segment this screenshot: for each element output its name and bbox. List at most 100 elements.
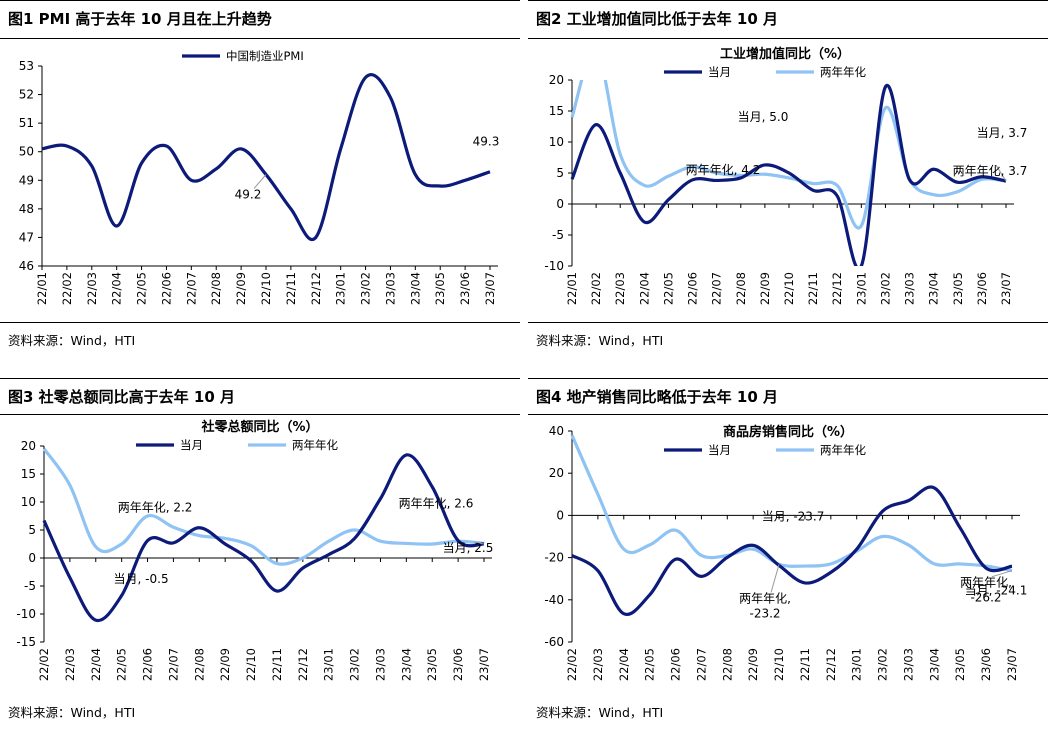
panel-top-rule bbox=[528, 378, 1048, 379]
source-note: 资料来源：Wind，HTI bbox=[8, 333, 136, 348]
x-tick-label: 23/01 bbox=[334, 272, 348, 305]
x-tick-label: 23/06 bbox=[975, 272, 989, 305]
series-line-dark bbox=[41, 73, 491, 242]
panel-title: 图3 社零总额同比高于去年 10 月 bbox=[8, 388, 235, 406]
legend-label: 当月 bbox=[708, 65, 731, 79]
x-tick-label: 23/06 bbox=[458, 272, 472, 305]
y-tick-label: 10 bbox=[21, 495, 36, 509]
x-tick-label: 22/02 bbox=[37, 648, 51, 681]
chart-title: 商品房销售同比（%） bbox=[723, 424, 853, 440]
y-tick-label: 53 bbox=[19, 59, 34, 73]
annotation-label: 49.2 bbox=[235, 188, 262, 202]
series-line-light bbox=[42, 447, 485, 566]
x-tick-label: 22/06 bbox=[159, 272, 173, 305]
x-tick-label: 22/03 bbox=[591, 648, 605, 681]
x-tick-label: 22/12 bbox=[296, 648, 310, 681]
legend-label: 当月 bbox=[180, 438, 203, 452]
panel-title-rule bbox=[0, 414, 520, 415]
y-tick-label: -20 bbox=[544, 551, 564, 565]
x-tick-label: 23/03 bbox=[903, 272, 917, 305]
y-tick-label: -10 bbox=[544, 259, 564, 273]
annotation-leader bbox=[991, 570, 1013, 578]
y-tick-label: 50 bbox=[19, 145, 34, 159]
x-tick-label: 22/09 bbox=[758, 272, 772, 305]
x-tick-label: 23/01 bbox=[850, 648, 864, 681]
x-tick-label: 22/07 bbox=[694, 648, 708, 681]
panel-pmi: 图1 PMI 高于去年 10 月且在上升趋势 46 47 48 49 50 51 52 53 2… bbox=[0, 0, 520, 358]
x-tick-label: 22/10 bbox=[259, 272, 273, 305]
y-tick-label: 20 bbox=[21, 439, 36, 453]
x-tick-label: 22/06 bbox=[141, 648, 155, 681]
y-tick-label: 48 bbox=[19, 202, 34, 216]
y-tick-label: 15 bbox=[21, 467, 36, 481]
x-tick-label: 22/01 bbox=[565, 272, 579, 305]
x-tick-label: 22/01 bbox=[35, 272, 49, 305]
annotation-label: 两年年化, 2.6 bbox=[399, 496, 474, 510]
legend-label: 中国制造业PMI bbox=[226, 49, 304, 63]
legend-label: 当月 bbox=[708, 443, 731, 457]
annotation-leader bbox=[770, 564, 780, 593]
x-tick-label: 22/08 bbox=[192, 648, 206, 681]
x-tick-label: 22/12 bbox=[824, 648, 838, 681]
annotation-leader bbox=[473, 541, 485, 545]
x-tick-label: 22/08 bbox=[734, 272, 748, 305]
legend-label: 两年年化 bbox=[292, 438, 338, 452]
x-tick-label: 23/06 bbox=[451, 648, 465, 681]
annotation-leader bbox=[253, 174, 267, 189]
annotation-label: 49.3 bbox=[473, 135, 500, 149]
y-tick-label: 20 bbox=[549, 466, 564, 480]
chart-pmi: 46 47 48 49 50 51 52 53 22/01 22/02 22/03 22/04 22/0… bbox=[19, 49, 500, 305]
x-tick-label: 23/05 bbox=[433, 272, 447, 305]
annotation-label: 两年年化, 2.2 bbox=[118, 501, 193, 515]
x-tick-label: 23/07 bbox=[999, 272, 1013, 305]
x-tick-label: 22/02 bbox=[565, 648, 579, 681]
x-tick-label: 22/05 bbox=[661, 272, 675, 305]
x-tick-label: 23/02 bbox=[878, 272, 892, 305]
x-tick-label: 23/04 bbox=[927, 648, 941, 681]
chart-property: 商品房销售同比（%） -60 -40 -20 0 20 40 22/02 22/03 22/04 2… bbox=[544, 424, 1027, 681]
panel-industrial: 图2 工业增加值同比低于去年 10 月 工业增加值同比（%） -10 -5 0 5 10 1… bbox=[528, 0, 1048, 358]
panel-bottom-rule bbox=[0, 322, 520, 323]
y-tick-label: 49 bbox=[19, 173, 34, 187]
y-tick-label: 51 bbox=[19, 116, 34, 130]
x-tick-label: 22/09 bbox=[218, 648, 232, 681]
panel-title: 图1 PMI 高于去年 10 月且在上升趋势 bbox=[8, 10, 272, 28]
x-tick-label: 22/11 bbox=[284, 272, 298, 305]
x-tick-label: 22/04 bbox=[637, 272, 651, 305]
y-tick-label: -60 bbox=[544, 635, 564, 649]
panel-title-rule bbox=[528, 414, 1048, 415]
x-tick-label: 22/05 bbox=[115, 648, 129, 681]
y-tick-label: 0 bbox=[28, 551, 36, 565]
series-line-light bbox=[570, 80, 1007, 230]
x-tick-label: 22/06 bbox=[686, 272, 700, 305]
x-tick-label: 23/05 bbox=[951, 272, 965, 305]
panel-top-rule bbox=[0, 0, 520, 1]
annotation-label: 当月, 3.7 bbox=[977, 126, 1028, 140]
panel-title-rule bbox=[528, 38, 1048, 39]
chart-industrial: 工业增加值同比（%） -10 -5 0 5 10 15 20 22/01 22/02 22/03 22… bbox=[544, 46, 1028, 305]
chart-title: 社零总额同比（%） bbox=[200, 419, 318, 435]
annotation-label: 两年年化, bbox=[739, 591, 791, 605]
annotation-label: 当月, 2.5 bbox=[443, 541, 494, 555]
annotation-label: -26.2 bbox=[970, 591, 1001, 605]
x-tick-label: 22/04 bbox=[617, 648, 631, 681]
annotation-label: 当月, -0.5 bbox=[114, 572, 169, 586]
chart-title: 工业增加值同比（%） bbox=[720, 46, 850, 62]
x-tick-label: 22/07 bbox=[710, 272, 724, 305]
x-tick-label: 23/02 bbox=[876, 648, 890, 681]
series-line-dark bbox=[571, 485, 1013, 617]
x-tick-label: 22/11 bbox=[798, 648, 812, 681]
annotation-leader bbox=[995, 164, 1007, 182]
x-tick-label: 23/02 bbox=[359, 272, 373, 305]
legend-label: 两年年化 bbox=[820, 65, 866, 79]
x-tick-label: 22/08 bbox=[209, 272, 223, 305]
x-tick-label: 23/04 bbox=[399, 648, 413, 681]
x-tick-label: 23/07 bbox=[477, 648, 491, 681]
panel-retail: 图3 社零总额同比高于去年 10 月 社零总额同比（%） -15 -10 -5 0 5 10… bbox=[0, 378, 520, 736]
y-tick-label: 0 bbox=[556, 197, 564, 211]
x-tick-label: 22/10 bbox=[782, 272, 796, 305]
y-tick-label: 47 bbox=[19, 230, 34, 244]
x-tick-label: 23/03 bbox=[373, 648, 387, 681]
chart-retail: 社零总额同比（%） -15 -10 -5 0 5 10 15 20 22/02 22/03 22/04… bbox=[16, 419, 494, 681]
x-tick-label: 22/03 bbox=[85, 272, 99, 305]
